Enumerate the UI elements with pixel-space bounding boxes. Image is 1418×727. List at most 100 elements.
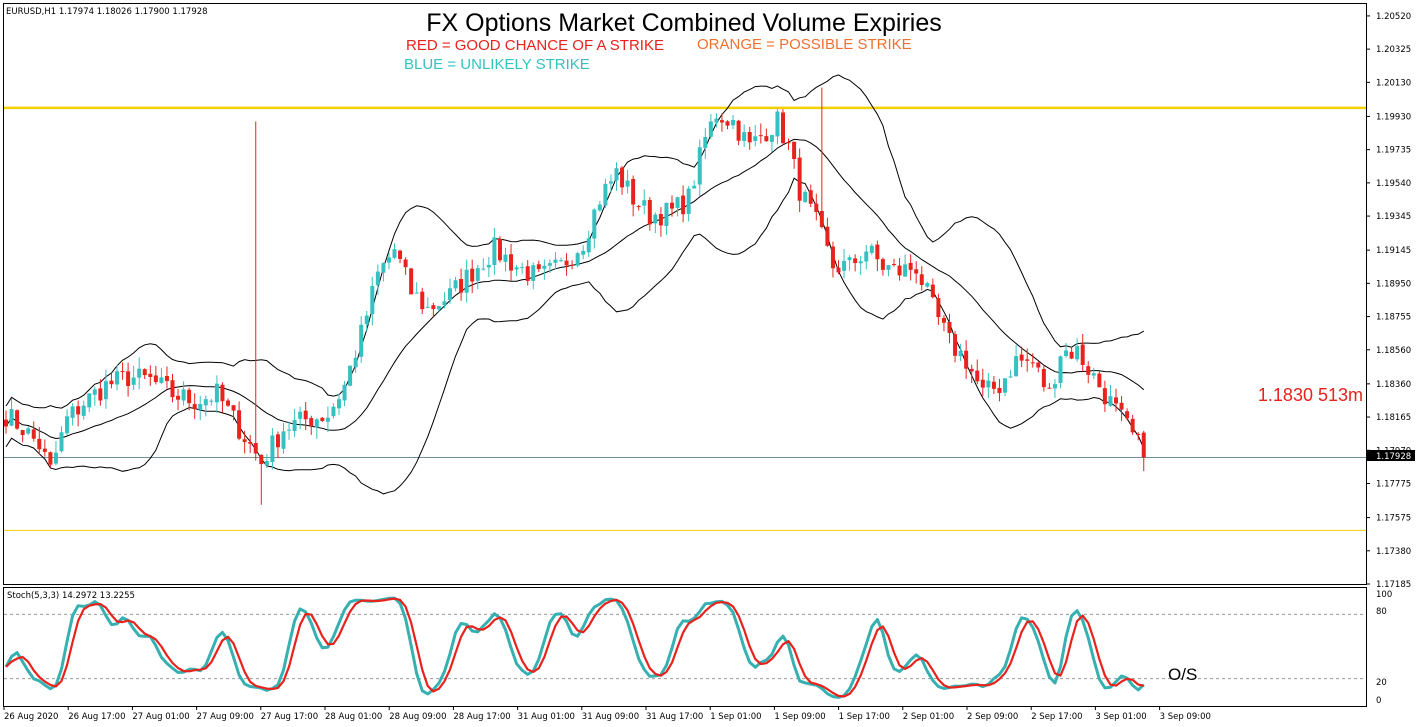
candle-body [958, 350, 963, 357]
main-panel-frame [3, 3, 1367, 585]
candle-body [697, 147, 702, 185]
candle-body [281, 431, 286, 449]
candle-bull [325, 406, 330, 433]
candle-body [37, 438, 42, 450]
time-tick-label: 1 Sep 01:00 [710, 712, 761, 722]
candle-body [686, 188, 691, 214]
candle-bear [126, 362, 131, 397]
candle-bear [459, 268, 464, 301]
candle-body [731, 119, 736, 126]
time-tick-label: 31 Aug 01:00 [518, 712, 575, 722]
candle-body [708, 121, 713, 137]
candle-body [442, 301, 447, 306]
candle-body [220, 384, 225, 402]
candle-bull [381, 262, 386, 282]
time-tick-label: 27 Aug 01:00 [132, 712, 189, 722]
candle-body [919, 274, 924, 286]
candle-bull [803, 189, 808, 203]
candle-body [270, 435, 275, 462]
candle-bear [31, 421, 36, 442]
price-tick-label: 1.17380 [1376, 547, 1411, 557]
candle-body [875, 244, 880, 260]
candle-body [930, 284, 935, 298]
candle-body [298, 411, 303, 419]
candle-bull [586, 230, 591, 258]
candle-body [675, 197, 680, 208]
price-tick-label: 1.18755 [1376, 313, 1411, 323]
candle-bull [553, 251, 558, 270]
candle-bear [231, 405, 236, 421]
candle-body [15, 410, 20, 429]
candle-body [486, 264, 491, 268]
candle-body [658, 213, 663, 226]
price-tick-label: 1.18360 [1376, 380, 1411, 390]
candle-body [275, 434, 280, 448]
candle-body [109, 380, 114, 385]
candle-body [842, 260, 847, 271]
candle-bear [792, 141, 797, 169]
candle-body [187, 389, 192, 404]
price-tick-label: 1.18560 [1376, 346, 1411, 356]
legend-orange: ORANGE = POSSIBLE STRIKE [697, 36, 912, 53]
candle-bear [226, 398, 230, 408]
candle-body [1047, 387, 1052, 389]
candle-bull [514, 264, 519, 277]
candle-bull [203, 395, 208, 417]
candle-bear [259, 454, 264, 505]
candle-bear [248, 434, 253, 453]
candle-body [531, 265, 536, 281]
time-tick-label: 28 Aug 09:00 [389, 712, 446, 722]
candle-bull [137, 357, 142, 390]
time-tick-label: 31 Aug 17:00 [646, 712, 703, 722]
candle-bull [1008, 369, 1013, 378]
candle-body [353, 357, 358, 368]
candle-bear [797, 148, 802, 213]
candle-bear [1041, 365, 1046, 392]
candle-bull [925, 281, 930, 288]
candle-body [836, 267, 841, 273]
candle-body [714, 118, 719, 123]
candle-body [1125, 411, 1130, 419]
candle-body [1069, 351, 1074, 359]
candle-body [420, 291, 425, 310]
time-tick-label: 26 Aug 17:00 [68, 712, 125, 722]
candle-bear [497, 236, 502, 263]
candle-body [248, 441, 253, 444]
candle-body [1086, 366, 1091, 375]
candle-body [492, 237, 497, 266]
candle-bear [725, 120, 730, 130]
candle-body [586, 238, 591, 253]
candle-bear [409, 267, 414, 295]
candle-body [237, 410, 242, 439]
candle-body [592, 209, 597, 239]
time-tick-label: 28 Aug 17:00 [453, 712, 510, 722]
candle-bull [775, 108, 780, 145]
candle-body [65, 416, 70, 434]
candle-body [570, 264, 575, 266]
candle-body [664, 202, 669, 227]
candle-bear [1130, 414, 1135, 435]
candle-bull [769, 134, 774, 152]
candle-bear [536, 260, 541, 273]
candle-bear [758, 123, 763, 144]
candle-body [337, 399, 341, 409]
candle-bull [603, 178, 608, 208]
candle-bear [908, 254, 913, 281]
candle-bear [1036, 361, 1041, 373]
candle-body [853, 258, 858, 264]
candle-bull [581, 245, 586, 260]
candle-bear [658, 207, 663, 237]
candle-body [764, 136, 769, 142]
candle-body [359, 324, 364, 357]
candle-body [226, 400, 230, 406]
candle-bear [98, 379, 103, 406]
candle-bear [470, 259, 475, 294]
candle-bear [980, 368, 985, 397]
candle-body [231, 405, 236, 411]
stoch-tick-100: 100 [1376, 590, 1392, 600]
candle-bull [492, 227, 497, 275]
candle-body [536, 264, 541, 270]
candle-bull [359, 316, 364, 363]
candle-body [808, 190, 813, 204]
